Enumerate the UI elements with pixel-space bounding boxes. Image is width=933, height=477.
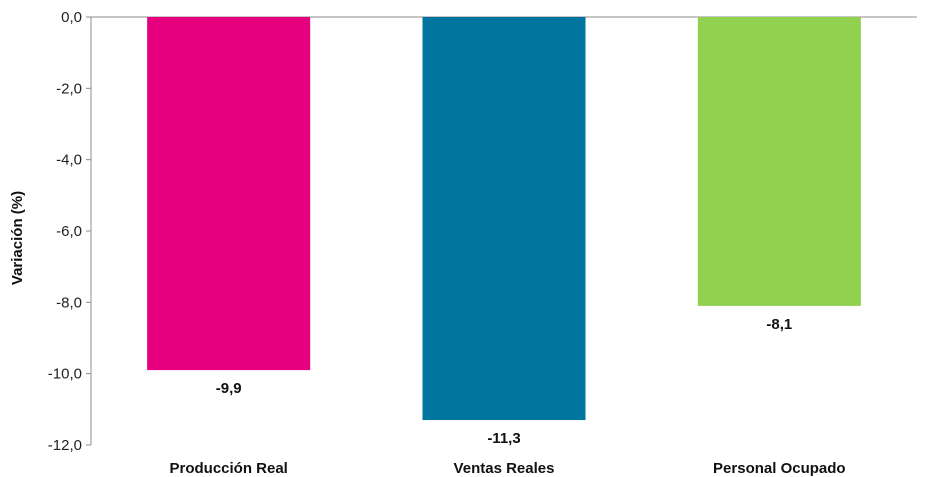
y-tick-label: -12,0	[48, 437, 82, 454]
y-tick-label: -6,0	[56, 223, 82, 240]
x-category-label: Ventas Reales	[454, 460, 555, 477]
bar	[697, 17, 861, 306]
data-label: -8,1	[766, 316, 792, 333]
data-label: -11,3	[487, 430, 520, 447]
y-axis-title: Variación (%)	[9, 191, 26, 285]
bar	[422, 17, 586, 421]
data-label: -9,9	[216, 380, 242, 397]
y-tick-label: -2,0	[56, 80, 82, 97]
y-tick-label: -4,0	[56, 152, 82, 169]
x-category-label: Personal Ocupado	[713, 460, 846, 477]
plot-area: 0,0 -2,0 -4,0 -6,0 -8,0 -10,0 -12,0 -9,9 Producc…	[48, 9, 917, 477]
bar	[147, 17, 311, 371]
y-tick-label: -8,0	[56, 294, 82, 311]
x-category-label: Producción Real	[169, 460, 287, 477]
y-tick-label: -10,0	[48, 366, 82, 383]
y-tick-label: 0,0	[61, 9, 82, 26]
